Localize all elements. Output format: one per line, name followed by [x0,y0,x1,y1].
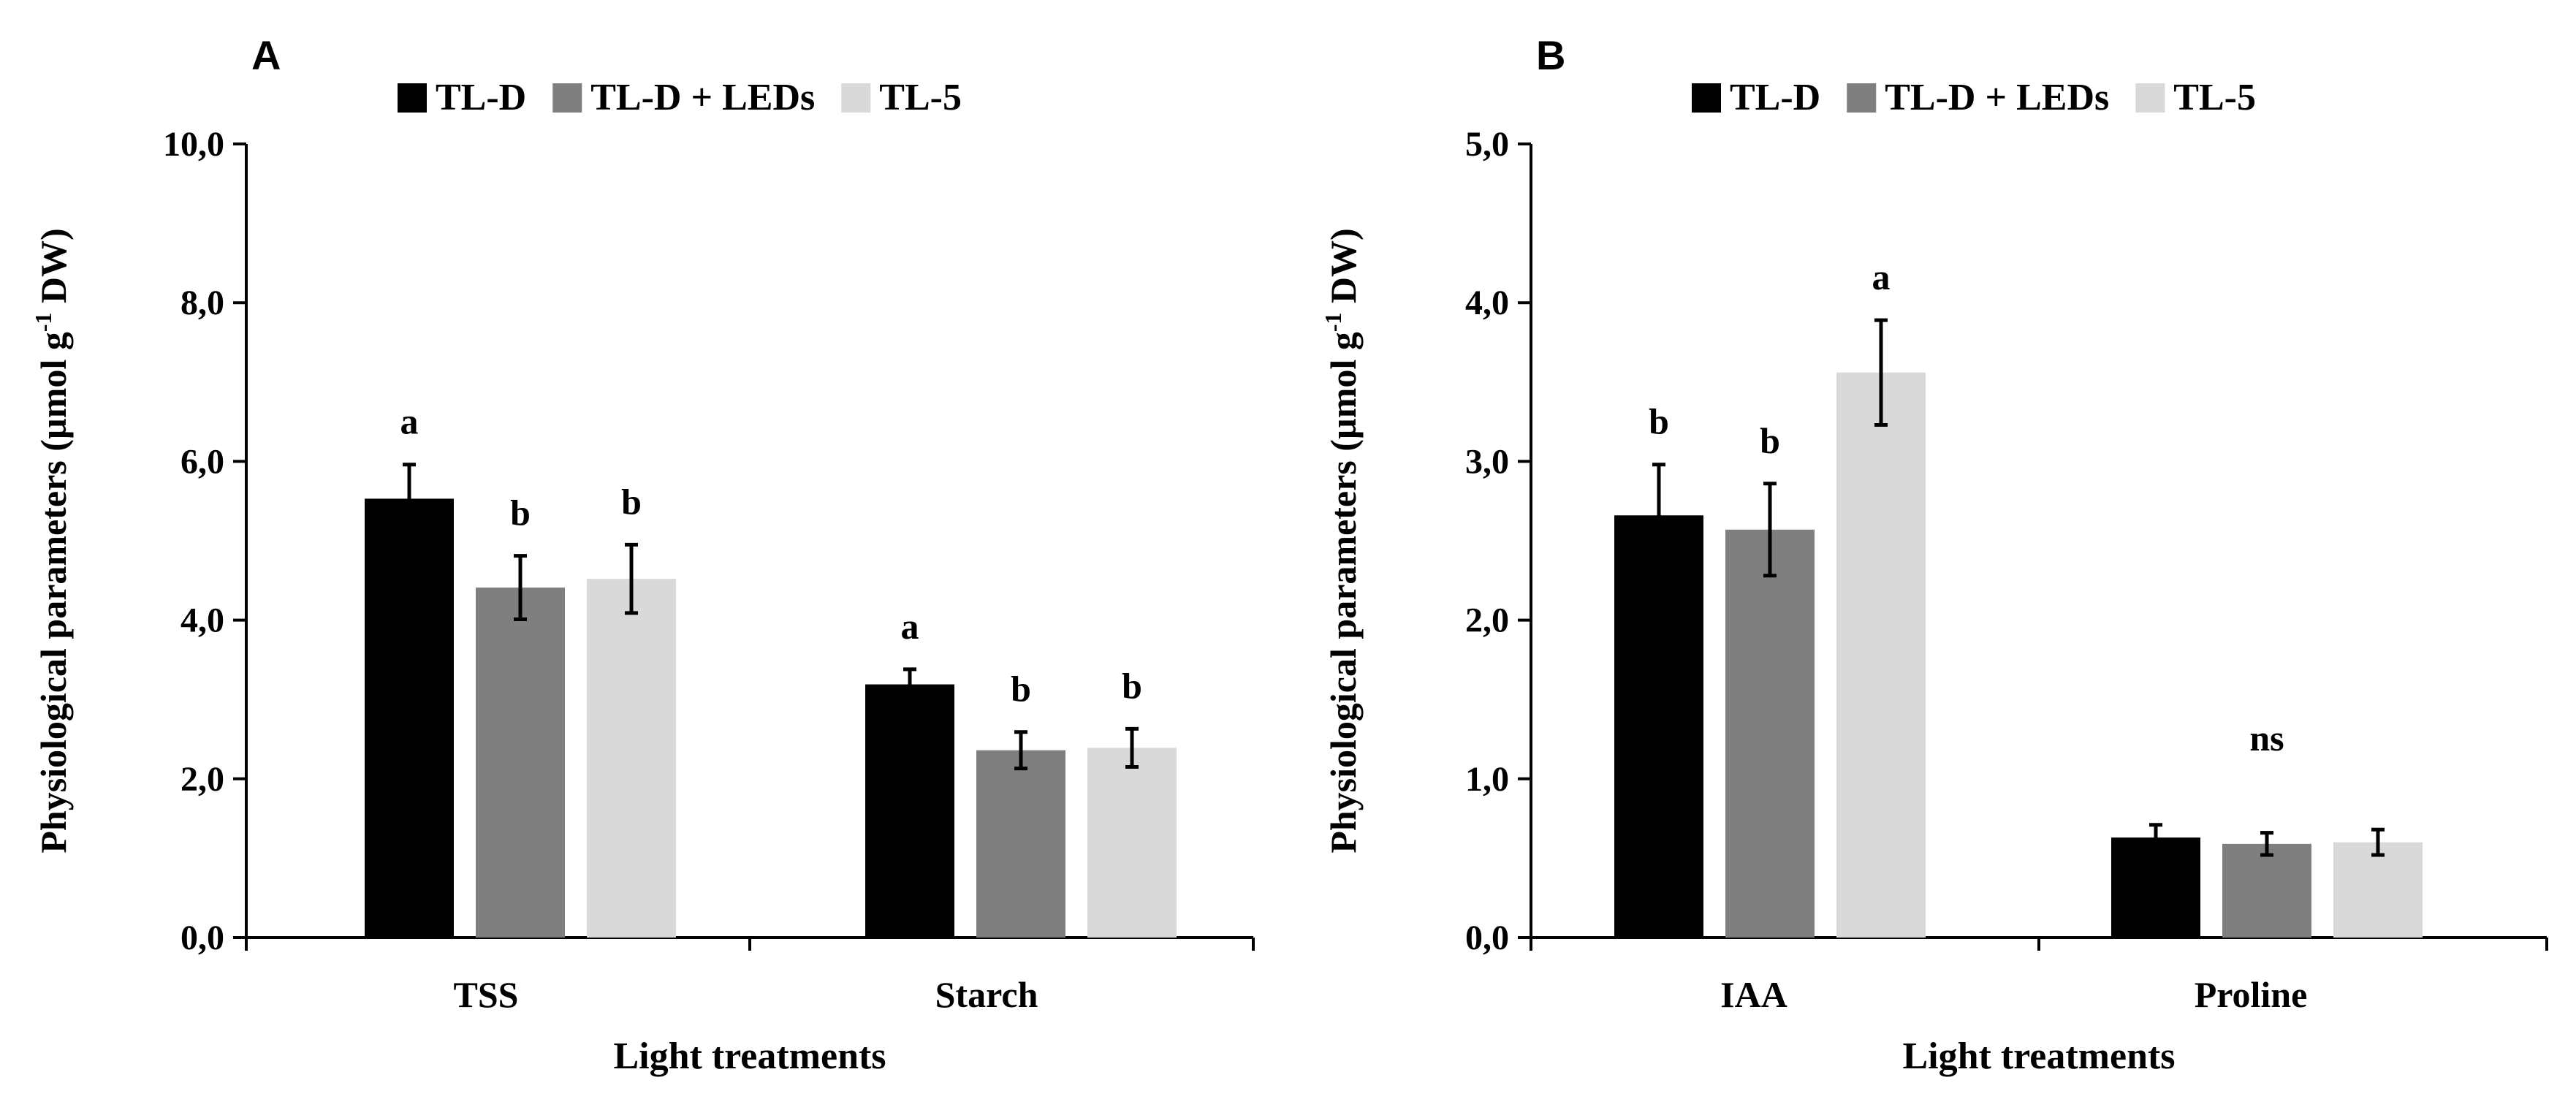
legend-swatch [552,83,582,113]
y-tick-label: 4,0 [1465,284,1509,322]
significance-letter: b [510,493,531,533]
y-axis-label: Physiological parameters (µmol g-1 DW) [1320,228,1364,853]
y-tick-label: 4,0 [181,601,224,640]
y-tick-label: 0,0 [181,919,224,957]
category-label: Starch [935,974,1038,1015]
error-bar [1763,482,1777,578]
bar-starch-3 [1087,748,1177,938]
bar-iaa-2 [1725,529,1815,938]
legend-swatch [1692,83,1721,113]
error-bar [1125,726,1139,769]
legend-label: TL-D [1730,77,1820,118]
y-tick-label: 3,0 [1465,442,1509,481]
chart-panel-a: A TL-D TL-D + LEDs TL-5 0,0 2,0 4,0 6,0 8,0 10,0 T… [30,32,1255,1077]
legend-label: TL-D [436,77,526,118]
bar-tss-2 [476,588,565,938]
error-bar [1874,318,1888,427]
category-label: TSS [454,974,519,1015]
bar-tss-3 [587,579,676,938]
significance-letter: a [1872,256,1891,297]
legend-label: TL-5 [879,77,962,118]
panel-letter: B [1536,32,1565,78]
legend-item: TL-D [398,77,526,118]
error-bar [903,667,916,702]
y-tick-label: 0,0 [1465,919,1509,957]
bar-proline-2 [2222,843,2311,938]
error-bar [1014,730,1027,771]
category-label: IAA [1720,974,1787,1015]
significance-letter: a [901,606,919,647]
chart-panel-b: B TL-D TL-D + LEDs TL-5 0,0 1,0 2,0 3,0 4,0 5,0 IA… [1320,32,2548,1077]
y-tick-label: 5,0 [1465,125,1509,164]
bar-iaa-3 [1836,372,1926,938]
significance-letter: b [1649,401,1669,442]
legend-swatch [398,83,427,113]
panel-letter: A [251,32,281,78]
legend-item: TL-D + LEDs [552,77,815,118]
legend-label: TL-5 [2173,77,2256,118]
significance-letter: a [400,401,419,442]
bar-proline-1 [2111,837,2200,938]
legend-item: TL-5 [841,77,962,118]
x-axis-label: Light treatments [613,1035,886,1077]
y-tick-label: 2,0 [1465,601,1509,640]
bar-tss-1 [365,498,454,938]
error-bar [2260,831,2273,857]
error-bar [625,542,638,615]
y-tick-label: 6,0 [181,442,224,481]
legend-swatch [1847,83,1877,113]
x-axis-label: Light treatments [1902,1035,2175,1077]
error-bar [1652,463,1665,569]
bar-starch-1 [865,684,954,938]
error-bar [2149,823,2162,853]
y-tick-label: 2,0 [181,760,224,799]
y-tick-label: 1,0 [1465,760,1509,799]
legend-item: TL-D [1692,77,1820,118]
significance-letter: ns [2249,718,2284,759]
y-tick-label: 8,0 [181,284,224,322]
category-label: Proline [2195,974,2308,1015]
error-bar [2371,827,2385,857]
legend-item: TL-D + LEDs [1847,77,2109,118]
error-bar [403,463,416,535]
bar-proline-3 [2333,842,2423,938]
bar-starch-2 [976,750,1065,938]
significance-letter: b [1011,669,1031,710]
significance-letter: b [1760,420,1780,461]
y-tick-label: 10,0 [163,125,224,164]
bar-iaa-1 [1614,515,1703,938]
significance-letter: b [1122,665,1142,706]
legend-label: TL-D + LEDs [590,77,815,118]
legend-swatch [841,83,871,113]
significance-letter: b [621,481,642,522]
legend-label: TL-D + LEDs [1885,77,2109,118]
y-axis-label: Physiological parameters (µmol g-1 DW) [30,228,74,853]
legend-item: TL-5 [2135,77,2256,118]
error-bar [514,554,527,622]
legend-swatch [2135,83,2165,113]
